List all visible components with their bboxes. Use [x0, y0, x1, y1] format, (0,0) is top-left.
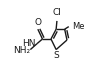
Text: Me: Me: [72, 22, 85, 31]
Text: NH₂: NH₂: [13, 46, 30, 55]
Text: HN: HN: [23, 39, 36, 48]
Text: Cl: Cl: [53, 8, 62, 17]
Text: S: S: [53, 51, 59, 60]
Text: O: O: [34, 18, 41, 27]
